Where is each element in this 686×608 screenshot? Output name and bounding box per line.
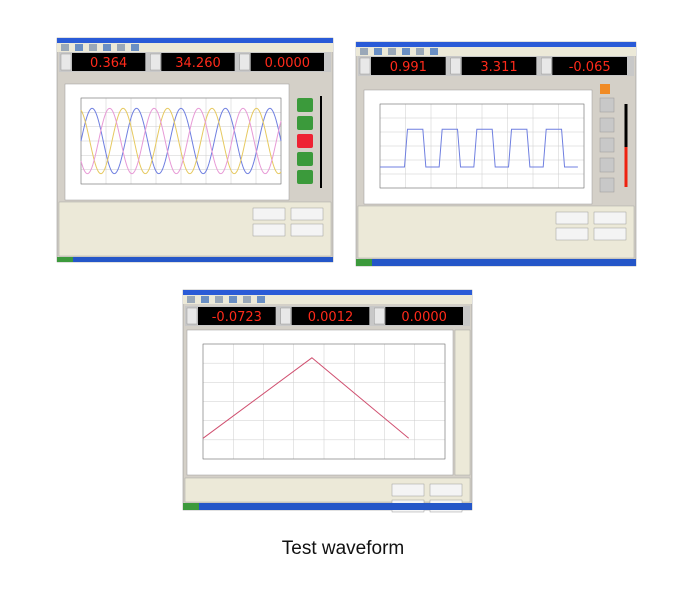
toolbar-icon: [61, 44, 69, 51]
readout-label: [239, 53, 250, 71]
toolbar-icon: [388, 48, 396, 55]
toolbar-icon: [117, 44, 125, 51]
control-button: [593, 211, 627, 225]
waveform: [202, 357, 410, 439]
chart-area: [363, 89, 593, 205]
jog-button: [599, 157, 615, 173]
toolbar-icon: [374, 48, 382, 55]
waveform: [80, 107, 282, 175]
toolbar: [356, 47, 636, 56]
readout-label: [150, 53, 161, 71]
control-button: [290, 223, 324, 237]
toolbar-icon: [103, 44, 111, 51]
jog-button: [599, 117, 615, 133]
toolbar-icon: [243, 296, 251, 303]
taskbar: [356, 259, 636, 266]
readout-box: [461, 57, 537, 75]
jog-button: [297, 152, 313, 166]
control-button: [555, 227, 589, 241]
readout-label: [60, 53, 72, 71]
readout-box: [161, 53, 235, 71]
taskbar: [183, 503, 472, 510]
control-button: [290, 207, 324, 221]
toolbar-icon: [89, 44, 97, 51]
readout-label: [541, 57, 552, 75]
waveform: [80, 107, 282, 175]
title-bar: [356, 42, 636, 47]
jog-button: [599, 137, 615, 153]
waveform: [380, 128, 578, 168]
jog-button: [599, 177, 615, 193]
control-button: [391, 483, 425, 497]
readout-label: [186, 307, 198, 325]
readout-value: 0.364: [90, 56, 127, 71]
readout-box: [72, 53, 146, 71]
readout-label: [359, 57, 371, 75]
readout-label: [374, 307, 385, 325]
toolbar: [57, 43, 333, 52]
readout-box: [371, 57, 446, 75]
start-button: [57, 257, 73, 262]
jog-button: [297, 170, 313, 184]
side-panel: [454, 329, 471, 476]
readout-box: [291, 307, 370, 325]
toolbar-icon: [402, 48, 410, 55]
taskbar: [57, 257, 333, 262]
readout-value: 0.0000: [265, 56, 311, 71]
readout-box: [552, 57, 627, 75]
waveform: [80, 107, 282, 175]
toolbar-icon: [430, 48, 438, 55]
control-panel: [184, 477, 471, 503]
toolbar-icon: [229, 296, 237, 303]
control-button: [252, 223, 286, 237]
toolbar-icon: [75, 44, 83, 51]
title-bar: [183, 290, 472, 295]
toolbar-icon: [215, 296, 223, 303]
control-button: [555, 211, 589, 225]
toolbar-icon: [201, 296, 209, 303]
toolbar-icon: [131, 44, 139, 51]
readout-value: 0.991: [390, 60, 427, 75]
control-button: [593, 227, 627, 241]
toolbar: [183, 295, 472, 304]
readout-value: -0.0723: [212, 310, 262, 325]
jog-button: [297, 116, 313, 130]
readout-box: [250, 53, 324, 71]
toolbar-icon: [416, 48, 424, 55]
start-button: [183, 503, 199, 510]
mode-button: [600, 84, 610, 94]
plot-frame: [202, 343, 446, 460]
title-bar: [57, 38, 333, 43]
jog-button: [297, 134, 313, 148]
readout-value: 34.260: [175, 56, 221, 71]
caption: Test waveform: [281, 538, 405, 559]
chart-area: [64, 83, 290, 201]
control-panel: [357, 205, 635, 259]
jog-button: [599, 97, 615, 113]
toolbar-icon: [187, 296, 195, 303]
readout-box: [385, 307, 463, 325]
readout-label: [450, 57, 461, 75]
start-button: [356, 259, 372, 266]
control-button: [252, 207, 286, 221]
toolbar-icon: [360, 48, 368, 55]
jog-button: [297, 98, 313, 112]
readout-value: 0.0000: [401, 310, 447, 325]
readout-box: [198, 307, 276, 325]
toolbar-icon: [257, 296, 265, 303]
readout-value: 3.311: [480, 60, 517, 75]
readout-value: 0.0012: [308, 310, 354, 325]
readout-label: [280, 307, 291, 325]
control-button: [429, 483, 463, 497]
chart-area: [186, 329, 454, 476]
control-panel: [58, 201, 332, 257]
readout-value: -0.065: [569, 60, 611, 75]
plot-frame: [379, 103, 585, 189]
